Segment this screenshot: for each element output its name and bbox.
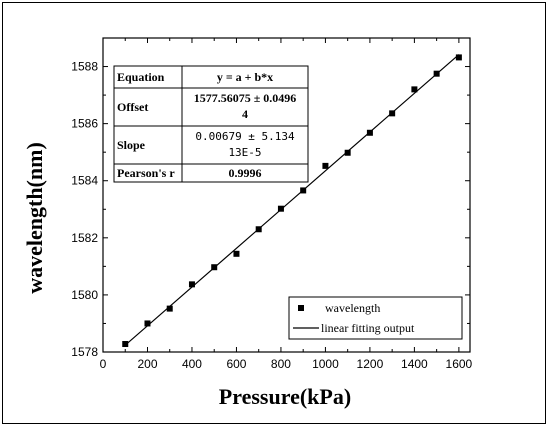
data-point xyxy=(277,205,284,212)
fit-table-value: 1577.56075 ± 0.0496 xyxy=(194,91,297,105)
y-tick-label: 1582 xyxy=(71,231,98,245)
y-tick-label: 1578 xyxy=(71,345,98,359)
data-point xyxy=(344,149,351,156)
fit-table-label: Slope xyxy=(117,138,146,152)
legend-label-wavelength: wavelength xyxy=(325,301,380,315)
data-point xyxy=(433,70,440,77)
fit-table-label: Pearson's r xyxy=(117,166,175,180)
data-point xyxy=(322,162,329,169)
fit-table: Equation y = a + b*x Offset 1577.56075 ± 0.… xyxy=(113,65,309,183)
axes xyxy=(102,37,471,353)
data-point xyxy=(122,341,129,348)
legend-label-fit: linear fitting output xyxy=(321,321,415,335)
data-point xyxy=(389,110,396,117)
plot-area-border xyxy=(102,37,471,353)
x-tick-label: 800 xyxy=(271,357,291,371)
data-point xyxy=(455,54,462,61)
x-tick-label: 0 xyxy=(100,357,107,371)
fit-table-value: y = a + b*x xyxy=(217,70,273,84)
x-axis-label: Pressure(kPa) xyxy=(219,384,351,409)
data-point xyxy=(233,250,240,257)
x-tick-label: 1600 xyxy=(446,357,473,371)
x-tick-label: 200 xyxy=(137,357,157,371)
legend: wavelength linear fitting output xyxy=(288,296,463,340)
figure-frame xyxy=(2,2,546,424)
fit-table-label: Offset xyxy=(117,100,148,114)
x-tick-label: 600 xyxy=(226,357,246,371)
data-point xyxy=(144,320,151,327)
legend-marker-wavelength xyxy=(298,305,304,311)
legend-box xyxy=(288,296,463,340)
data-point xyxy=(411,86,418,93)
data-point xyxy=(300,187,307,194)
y-tick-label: 1584 xyxy=(71,174,98,188)
data-point xyxy=(166,305,173,312)
x-tick-label: 1000 xyxy=(312,357,339,371)
x-tick-label: 1200 xyxy=(357,357,384,371)
fit-table-label: Equation xyxy=(117,70,165,84)
data-point xyxy=(211,264,218,271)
data-point xyxy=(255,226,262,233)
y-tick-label: 1580 xyxy=(71,288,98,302)
fit-table-border xyxy=(113,65,309,183)
x-tick-label: 1400 xyxy=(401,357,428,371)
x-tick-label: 400 xyxy=(182,357,202,371)
fit-line xyxy=(124,54,460,346)
fit-table-value: 4 xyxy=(242,107,248,121)
y-tick-label: 1586 xyxy=(71,117,98,131)
data-point xyxy=(366,129,373,136)
fit-table-value: 0.9996 xyxy=(229,166,262,180)
fit-table-value: 0.00679 ± 5.134 xyxy=(195,130,295,143)
ticks: 0 200 400 600 800 1000 1200 1400 1600 1578 1580 158… xyxy=(71,38,473,371)
fit-table-value: 13E-5 xyxy=(228,146,261,159)
y-axis-label: wavelength(nm) xyxy=(22,142,47,294)
data-layer xyxy=(122,54,462,348)
data-point xyxy=(188,281,195,288)
y-tick-label: 1588 xyxy=(71,60,98,74)
